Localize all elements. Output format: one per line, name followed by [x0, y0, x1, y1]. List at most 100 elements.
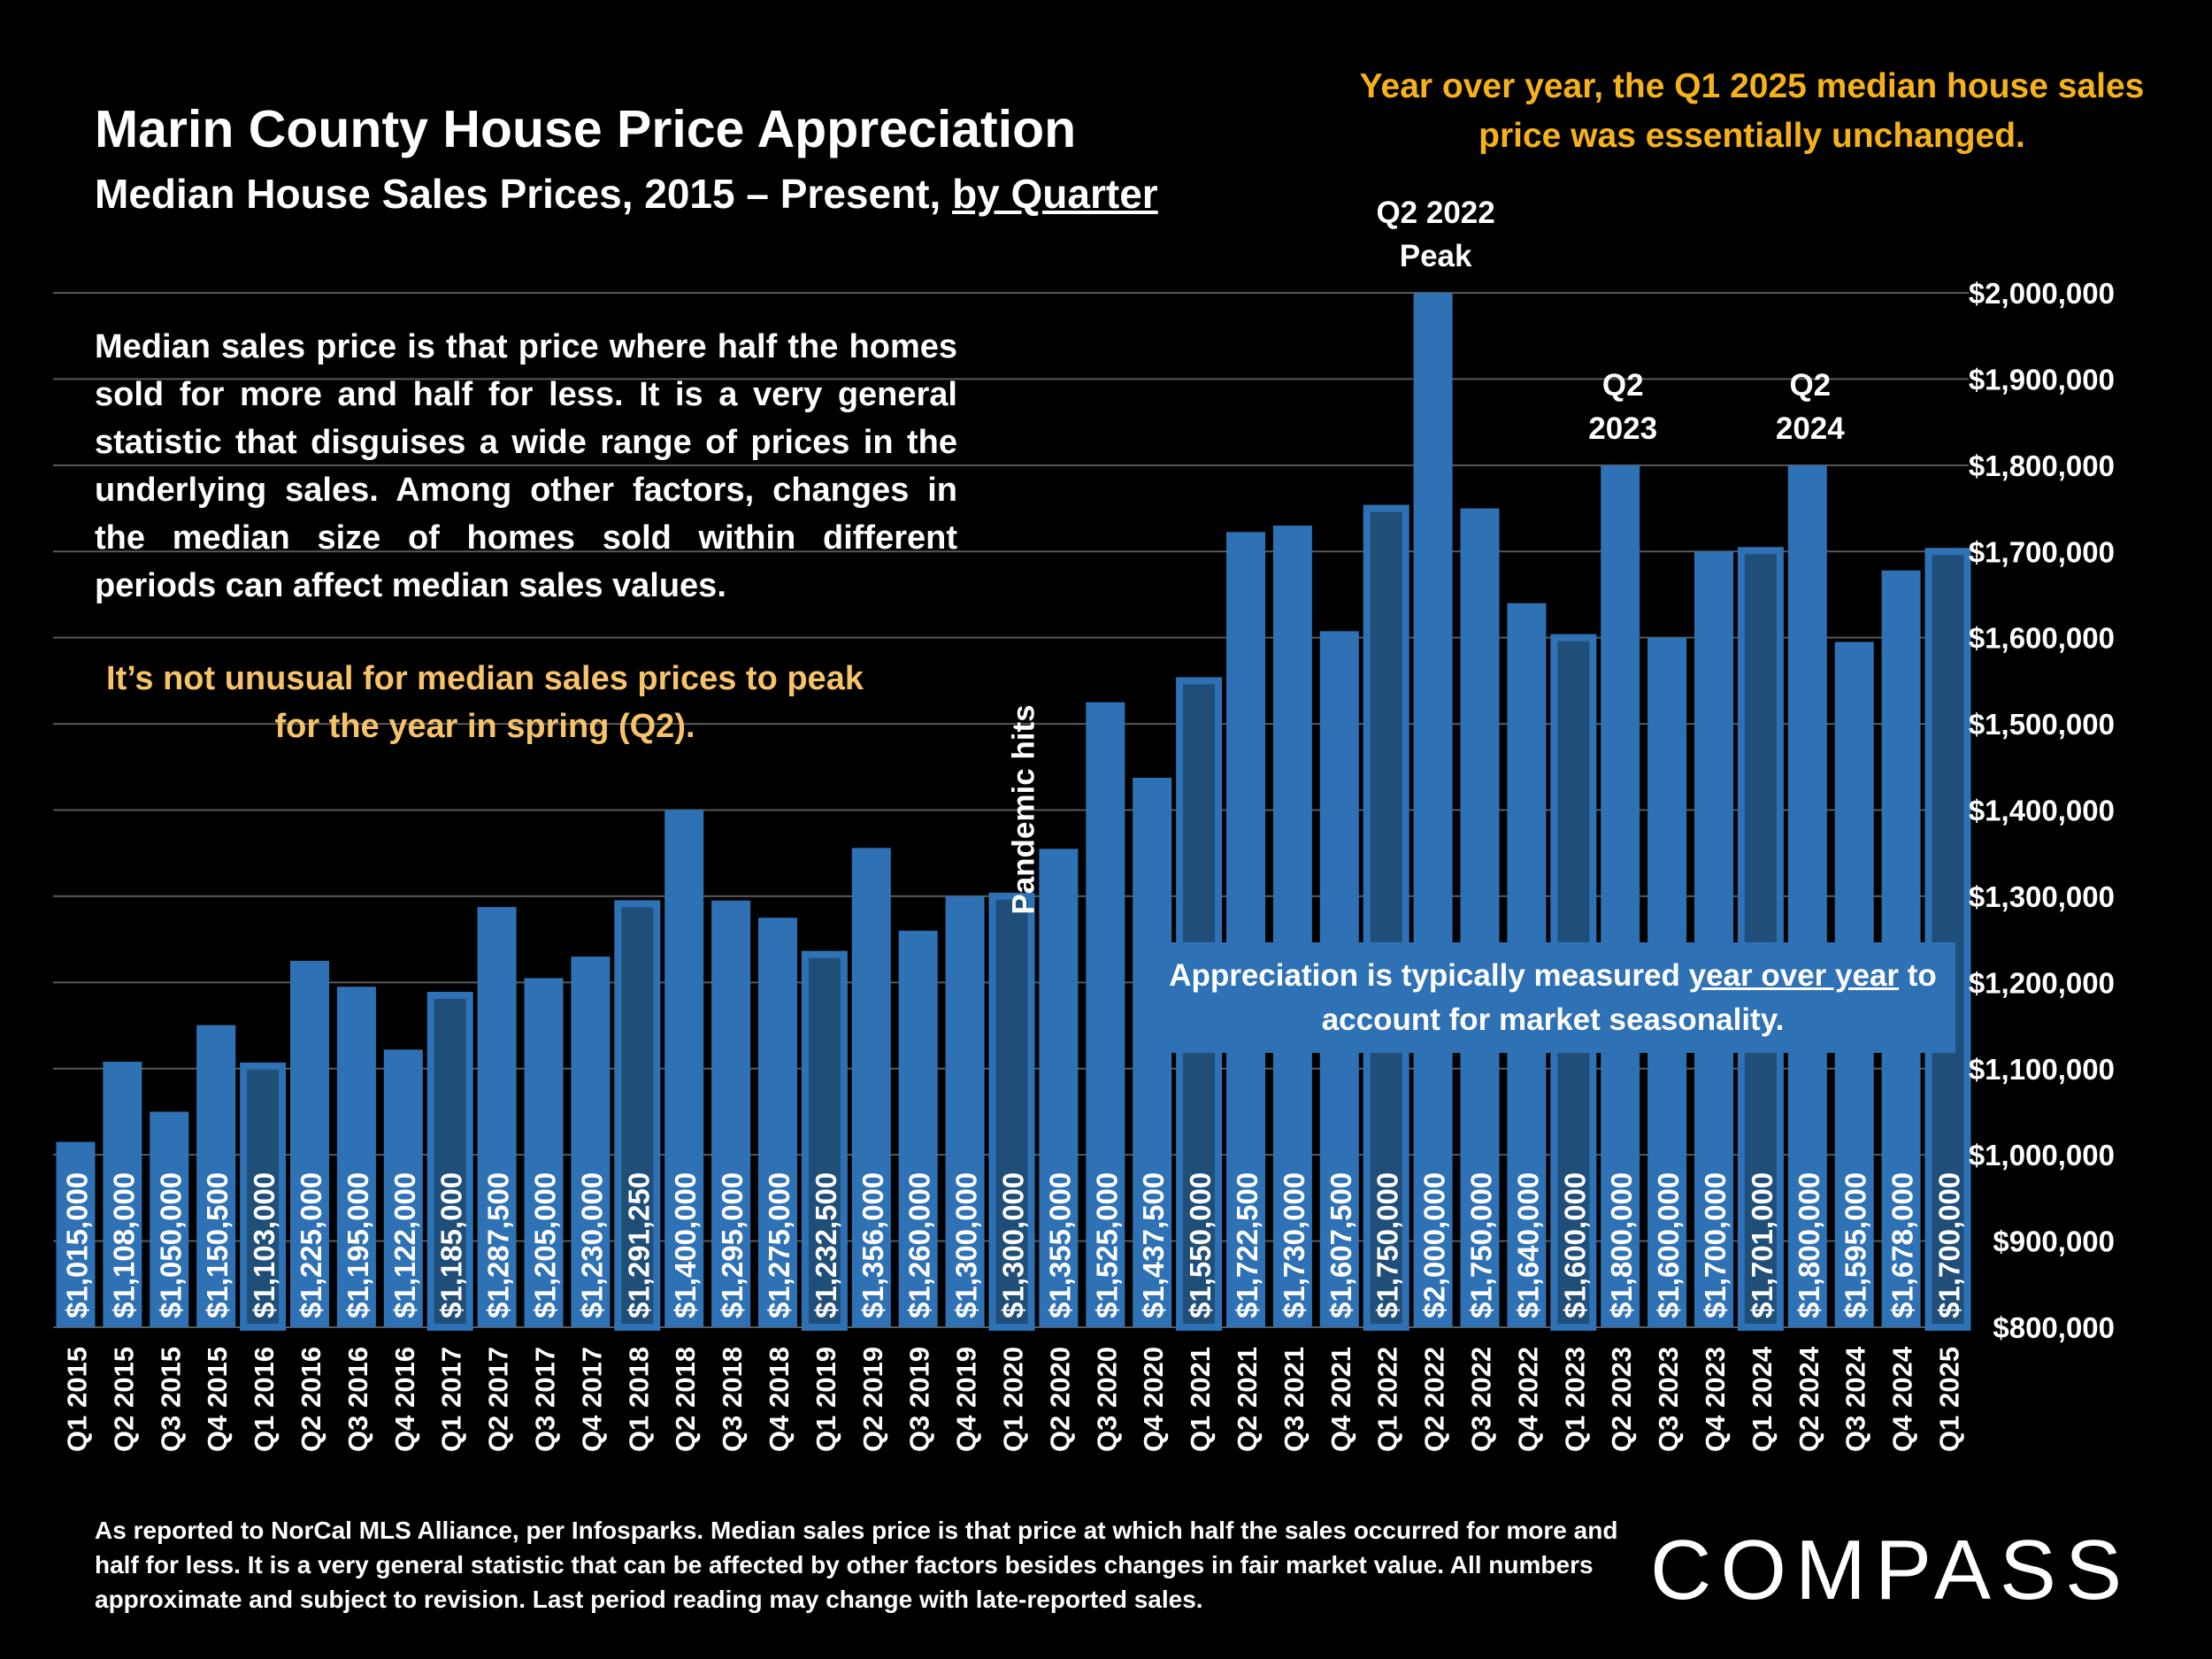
x-tick-label: Q3 2018 — [717, 1347, 748, 1452]
bar-value-label: $1,050,000 — [154, 1172, 187, 1318]
bar — [801, 950, 848, 1332]
bar — [945, 895, 985, 1327]
x-tick-label: Q3 2015 — [155, 1347, 186, 1452]
bar-value-label: $1,225,000 — [295, 1172, 327, 1318]
bar — [150, 1111, 189, 1327]
bar — [614, 900, 661, 1331]
source-footnote: As reported to NorCal MLS Alliance, per … — [95, 1517, 1618, 1613]
chart-title: Marin County House Price Appreciation — [95, 100, 1077, 158]
bar — [1039, 849, 1079, 1327]
bar-value-label: $1,108,000 — [107, 1172, 140, 1318]
annotation-label: 2024 — [1776, 411, 1845, 446]
spring-peak-note: It’s not unusual for median sales prices… — [106, 660, 864, 745]
bar-value-label: $1,355,000 — [1043, 1172, 1076, 1318]
subtitle-main: Median House Sales Prices, 2015 – Presen… — [95, 171, 953, 217]
y-tick-label: $1,500,000 — [1969, 708, 2115, 741]
bar-value-label: $1,103,000 — [248, 1172, 280, 1318]
bar — [103, 1061, 142, 1327]
x-tick-label: Q3 2023 — [1653, 1347, 1684, 1452]
x-tick-label: Q4 2021 — [1325, 1347, 1356, 1452]
bar-value-label: $1,260,000 — [903, 1172, 936, 1318]
compass-logo: COMPASS — [1650, 1523, 2131, 1617]
subtitle-underlined: by Quarter — [952, 171, 1158, 217]
bar — [664, 810, 704, 1327]
appreciation-callout: Appreciation is typically measured year … — [1150, 942, 1955, 1053]
bar — [290, 960, 329, 1327]
x-tick-label: Q3 2022 — [1466, 1347, 1497, 1452]
bar-value-label: $1,300,000 — [997, 1172, 1030, 1318]
bar-value-label: $1,122,000 — [388, 1172, 421, 1318]
bar-value-label: $1,640,000 — [1511, 1172, 1544, 1318]
bar-value-label: $1,678,000 — [1886, 1172, 1919, 1318]
x-tick-label: Q2 2017 — [483, 1347, 514, 1452]
x-tick-label: Q1 2016 — [249, 1347, 280, 1452]
bar-value-label: $1,750,000 — [1465, 1172, 1498, 1318]
bar — [1413, 293, 1453, 1327]
bar — [240, 1062, 287, 1331]
x-tick-label: Q1 2023 — [1559, 1347, 1590, 1452]
y-tick-label: $2,000,000 — [1969, 277, 2115, 310]
bar-value-label: $1,356,000 — [856, 1172, 889, 1318]
annotation-label: Q2 — [1789, 368, 1831, 403]
annotation-pandemic: Pandemic hits — [1007, 704, 1041, 914]
bar — [56, 1141, 96, 1327]
bar-value-label: $1,400,000 — [669, 1172, 702, 1318]
x-tick-label: Q4 2018 — [764, 1347, 795, 1452]
bar-value-label: $1,607,500 — [1325, 1172, 1357, 1318]
x-tick-label: Q4 2019 — [951, 1347, 982, 1452]
y-tick-label: $1,200,000 — [1969, 966, 2115, 999]
bar-value-label: $1,722,500 — [1231, 1172, 1263, 1318]
x-tick-label: Q1 2022 — [1372, 1347, 1403, 1452]
bar-value-label: $1,595,000 — [1839, 1172, 1872, 1318]
bar-value-label: $1,150,500 — [201, 1172, 234, 1318]
bar-value-label: $1,525,000 — [1090, 1172, 1123, 1318]
bar-value-label: $1,800,000 — [1605, 1172, 1638, 1318]
bar-value-label: $1,185,000 — [435, 1172, 468, 1318]
annotation-label: Q2 2022 — [1376, 196, 1494, 230]
bar-value-label: $1,550,000 — [1184, 1172, 1217, 1318]
bar-value-label: $1,205,000 — [529, 1172, 562, 1318]
bar — [1363, 504, 1409, 1331]
x-tick-label: Q4 2023 — [1700, 1347, 1731, 1452]
annotation-label: Peak — [1400, 239, 1472, 273]
bar — [336, 987, 376, 1327]
chart-annotations: Q2 2022 Peak Q2 2023 Q2 2024 Pandemic hits — [1007, 196, 1846, 915]
y-tick-label: $1,000,000 — [1969, 1139, 2115, 1171]
bar-value-label: $1,232,500 — [810, 1172, 842, 1318]
bar-value-label: $2,000,000 — [1418, 1172, 1451, 1318]
bar-value-label: $1,730,000 — [1278, 1172, 1310, 1318]
bar-value-label: $1,230,000 — [575, 1172, 608, 1318]
chart-subtitle: Median House Sales Prices, 2015 – Presen… — [95, 170, 1158, 218]
x-tick-label: Q3 2016 — [342, 1347, 373, 1452]
bar-value-label: $1,295,000 — [716, 1172, 749, 1318]
bar — [1737, 547, 1784, 1331]
y-tick-label: $1,800,000 — [1969, 449, 2115, 482]
y-tick-label: $900,000 — [1993, 1225, 2115, 1258]
x-tick-label: Q3 2024 — [1840, 1346, 1871, 1452]
x-tick-label: Q2 2019 — [857, 1347, 888, 1452]
x-tick-label: Q1 2019 — [810, 1347, 841, 1452]
bar — [898, 930, 938, 1327]
x-tick-label: Q2 2022 — [1419, 1347, 1450, 1452]
bar — [988, 892, 1035, 1332]
x-tick-label: Q2 2021 — [1232, 1347, 1263, 1452]
y-tick-label: $800,000 — [1993, 1311, 2115, 1344]
annotation-label: 2023 — [1588, 411, 1657, 446]
bar-value-label: $1,275,000 — [763, 1172, 795, 1318]
bar — [1601, 465, 1640, 1327]
x-tick-label: Q4 2024 — [1887, 1346, 1918, 1452]
bar-value-label: $1,195,000 — [342, 1172, 374, 1318]
bar — [1924, 548, 1971, 1331]
y-tick-label: $1,400,000 — [1969, 795, 2115, 827]
x-tick-label: Q2 2016 — [296, 1347, 326, 1452]
x-tick-label: Q4 2022 — [1512, 1347, 1543, 1452]
x-tick-label: Q1 2018 — [623, 1347, 654, 1452]
annotation-label: Q2 — [1602, 368, 1644, 403]
bar-value-label: $1,700,000 — [1699, 1172, 1732, 1318]
bar — [524, 978, 564, 1327]
bar — [1226, 532, 1265, 1327]
y-tick-label: $1,600,000 — [1969, 622, 2115, 655]
bar-value-label: $1,600,000 — [1558, 1172, 1591, 1318]
x-tick-label: Q1 2020 — [998, 1347, 1029, 1452]
